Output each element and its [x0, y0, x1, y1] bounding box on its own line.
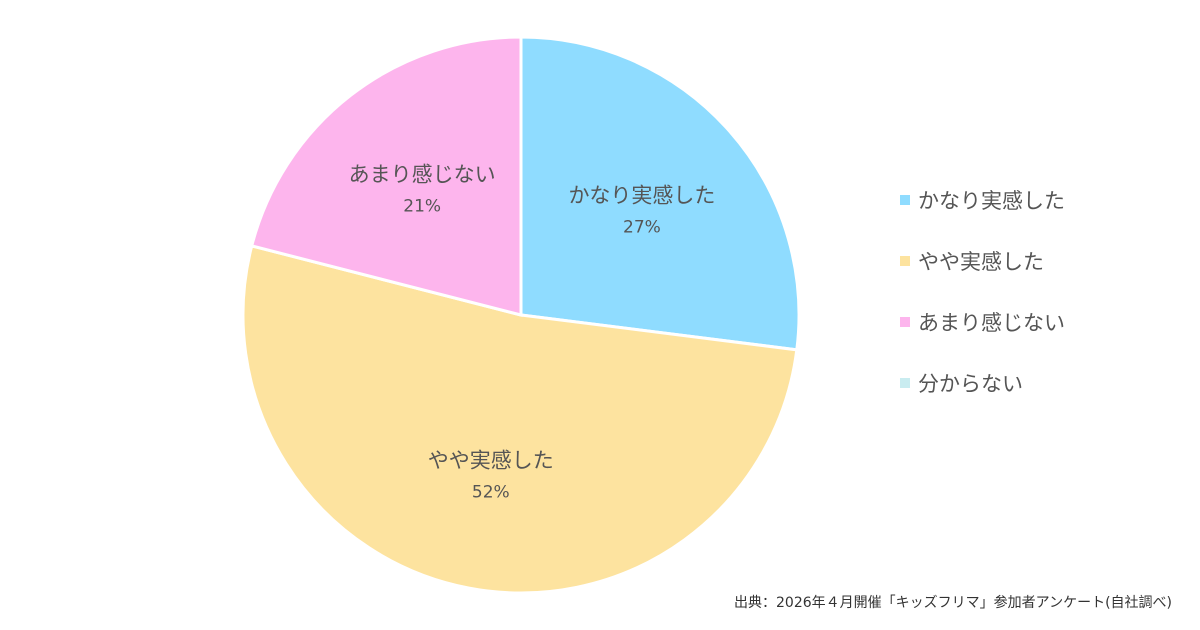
- pie-slice-0[interactable]: [519, 35, 801, 352]
- legend-label-3: 分からない: [918, 372, 1023, 396]
- slice-label-2: あまり感じない: [349, 163, 496, 187]
- legend-item-1[interactable]: やや実感した: [900, 243, 1065, 279]
- legend-item-0[interactable]: かなり実感した: [900, 182, 1065, 218]
- pie-slices: [241, 35, 801, 595]
- legend-item-2[interactable]: あまり感じない: [900, 304, 1065, 340]
- pie-slice-labels: かなり実感した 27% やや実感した 52% あまり感じない 21%: [349, 163, 716, 503]
- legend-swatch-2: [900, 317, 910, 327]
- legend-label-1: やや実感した: [918, 250, 1044, 274]
- slice-value-label-2: 21%: [403, 197, 441, 217]
- legend-swatch-1: [900, 256, 910, 266]
- chart-legend: かなり実感した やや実感した あまり感じない 分からない: [900, 182, 1065, 426]
- legend-label-2: あまり感じない: [918, 311, 1065, 335]
- slice-label-1: やや実感した: [428, 448, 554, 472]
- legend-item-3[interactable]: 分からない: [900, 365, 1065, 401]
- slice-label-0: かなり実感した: [568, 183, 715, 207]
- legend-swatch-3: [900, 378, 910, 388]
- legend-label-0: かなり実感した: [918, 189, 1065, 213]
- pie-slice-1[interactable]: [241, 244, 799, 595]
- legend-swatch-0: [900, 195, 910, 205]
- slice-value-label-1: 52%: [472, 482, 510, 502]
- source-note: 出典：2026年４月開催「キッズフリマ」参加者アンケート(自社調べ): [734, 595, 1172, 611]
- slice-value-label-0: 27%: [623, 217, 661, 237]
- pie-slice-2[interactable]: [249, 35, 523, 317]
